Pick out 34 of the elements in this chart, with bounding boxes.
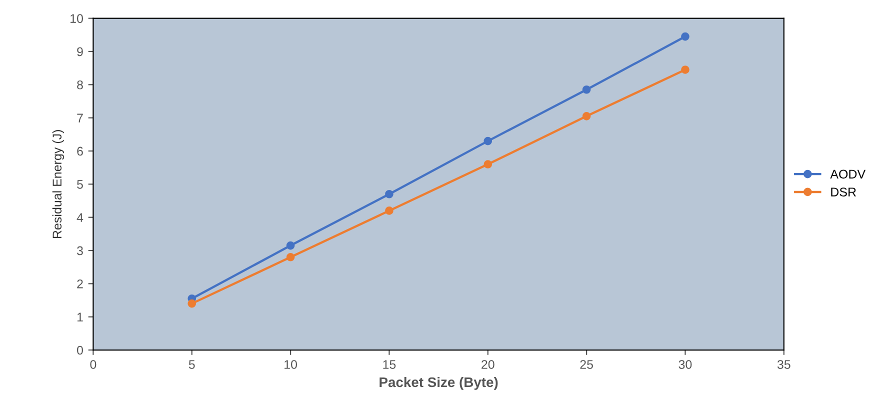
point bbox=[681, 32, 690, 41]
x-tick-label: 35 bbox=[777, 360, 790, 369]
x-tick-label: 20 bbox=[482, 360, 494, 369]
legend-label: DSR bbox=[831, 188, 856, 196]
y-axis-title: Residual Energy (J) bbox=[52, 130, 64, 238]
point bbox=[582, 112, 591, 120]
point bbox=[286, 252, 295, 262]
x-axis-title: Packet Size (Byte) bbox=[380, 376, 498, 390]
y-tick-label: 3 bbox=[77, 246, 83, 256]
y-tick-label: 6 bbox=[77, 146, 83, 156]
point bbox=[582, 85, 591, 94]
x-tick-label: 5 bbox=[188, 360, 195, 369]
y-tick-label: 1 bbox=[77, 312, 83, 322]
point bbox=[681, 66, 690, 74]
x-tick-label: 25 bbox=[580, 360, 593, 369]
x-tick-label: 10 bbox=[284, 360, 298, 369]
point bbox=[385, 190, 394, 198]
x-tick-label: 30 bbox=[678, 360, 692, 369]
point bbox=[188, 299, 196, 308]
y-tick-label: 10 bbox=[70, 14, 83, 23]
point bbox=[484, 136, 492, 146]
point bbox=[484, 160, 492, 168]
y-tick-label: 2 bbox=[77, 279, 83, 288]
x-tick-label: 15 bbox=[383, 360, 396, 369]
x-tick-label: 0 bbox=[90, 360, 96, 369]
y-tick-label: 8 bbox=[77, 80, 83, 90]
y-tick-label: 4 bbox=[76, 213, 84, 222]
y-tick-label: 5 bbox=[77, 180, 83, 189]
y-tick-label: 0 bbox=[77, 346, 83, 355]
legend-label: AODV bbox=[830, 170, 866, 179]
point bbox=[385, 206, 394, 215]
y-tick-label: 9 bbox=[77, 47, 83, 56]
point bbox=[286, 241, 295, 250]
y-tick-label: 7 bbox=[77, 114, 83, 122]
